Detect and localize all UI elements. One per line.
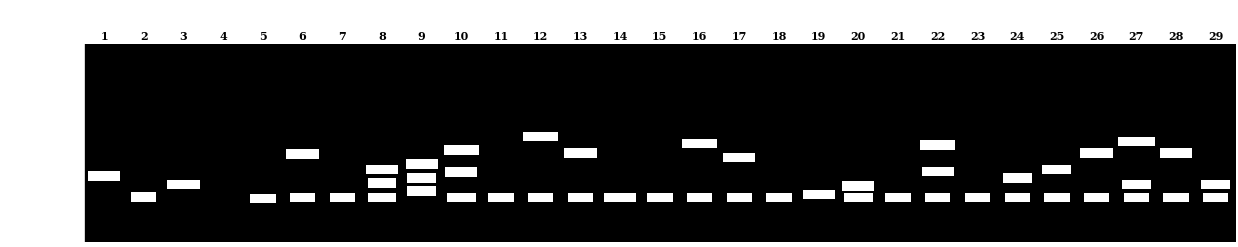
Bar xyxy=(885,193,911,202)
Text: 28: 28 xyxy=(1169,31,1184,42)
Bar xyxy=(1118,137,1155,146)
Bar xyxy=(444,145,479,155)
Bar xyxy=(407,173,436,183)
Bar xyxy=(802,189,834,199)
Bar xyxy=(250,194,276,203)
Text: 18: 18 xyxy=(771,31,786,42)
Bar xyxy=(529,193,553,202)
Text: 4: 4 xyxy=(219,31,227,42)
Text: 29: 29 xyxy=(1208,31,1223,42)
Bar xyxy=(964,193,990,202)
Bar xyxy=(1203,193,1228,202)
Bar xyxy=(290,193,316,202)
Text: 27: 27 xyxy=(1129,31,1144,42)
Text: 19: 19 xyxy=(811,31,826,42)
Bar xyxy=(1004,193,1030,202)
Bar xyxy=(1122,180,1150,189)
Bar xyxy=(844,193,873,202)
Text: 7: 7 xyxy=(338,31,347,42)
Text: 5: 5 xyxy=(259,31,266,42)
Text: 24: 24 xyxy=(1009,31,1025,42)
Bar xyxy=(329,193,355,202)
Bar xyxy=(286,149,318,159)
Text: 12: 12 xyxy=(534,31,548,42)
Bar xyxy=(407,186,436,196)
Bar xyxy=(446,167,478,177)
Text: 23: 23 xyxy=(969,31,985,42)
Bar xyxy=(1081,148,1113,158)
Bar xyxy=(842,181,874,191)
Bar xyxy=(766,193,791,202)
Text: 20: 20 xyxy=(851,31,867,42)
Bar xyxy=(565,148,597,158)
Bar xyxy=(647,193,672,202)
Bar xyxy=(1003,173,1031,183)
Bar xyxy=(1160,148,1192,158)
Bar xyxy=(524,132,558,142)
Bar xyxy=(925,193,951,202)
Text: 22: 22 xyxy=(930,31,946,42)
Bar xyxy=(687,193,712,202)
Bar xyxy=(568,193,593,202)
Bar xyxy=(921,140,954,150)
Text: 8: 8 xyxy=(378,31,386,42)
Bar xyxy=(488,193,514,202)
Text: 6: 6 xyxy=(298,31,307,42)
Text: 14: 14 xyxy=(613,31,628,42)
Text: 2: 2 xyxy=(140,31,147,42)
Bar xyxy=(727,193,751,202)
Bar xyxy=(1124,193,1149,202)
Bar xyxy=(368,193,396,202)
Bar xyxy=(131,192,156,202)
Text: 16: 16 xyxy=(692,31,707,42)
Bar xyxy=(723,152,755,162)
Bar xyxy=(1201,180,1231,189)
Bar xyxy=(406,159,438,169)
Text: 1: 1 xyxy=(100,31,108,42)
Bar xyxy=(368,178,396,187)
Text: 21: 21 xyxy=(890,31,906,42)
Bar xyxy=(921,166,954,176)
Bar xyxy=(365,165,399,174)
Text: 11: 11 xyxy=(494,31,509,42)
Bar xyxy=(1042,165,1071,174)
Bar xyxy=(167,180,199,189)
Text: 17: 17 xyxy=(732,31,747,42)
Bar xyxy=(1044,193,1070,202)
Text: 9: 9 xyxy=(417,31,426,42)
Text: 25: 25 xyxy=(1049,31,1065,42)
Text: 15: 15 xyxy=(652,31,667,42)
Bar xyxy=(88,171,120,181)
Bar xyxy=(682,139,717,148)
Text: 10: 10 xyxy=(453,31,469,42)
Bar xyxy=(447,193,475,202)
Text: 26: 26 xyxy=(1089,31,1104,42)
Bar xyxy=(604,193,636,202)
Bar xyxy=(1084,193,1109,202)
Text: 13: 13 xyxy=(573,31,588,42)
Text: 3: 3 xyxy=(180,31,187,42)
Bar xyxy=(1164,193,1188,202)
